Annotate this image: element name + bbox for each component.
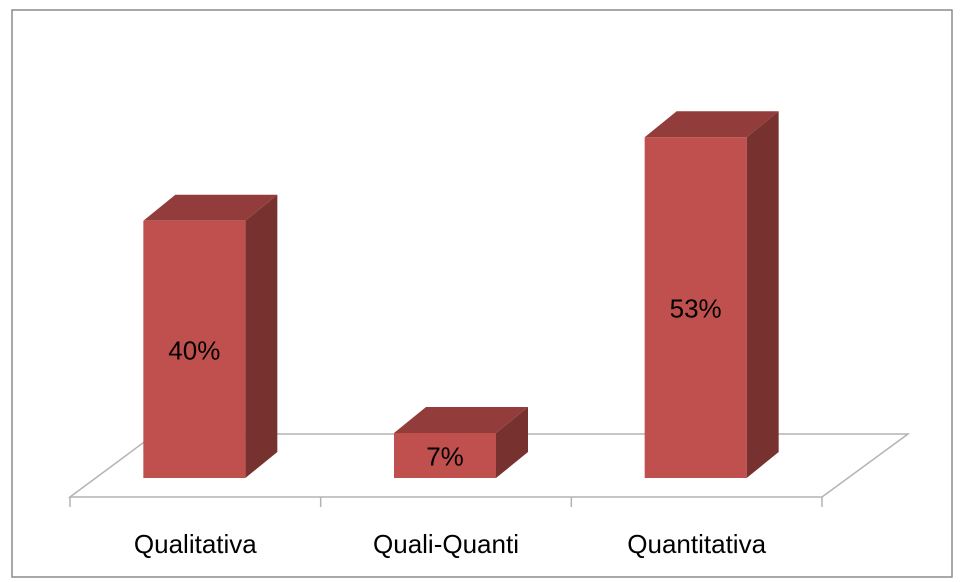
bar bbox=[644, 137, 747, 478]
x-tick-label: Qualitativa bbox=[134, 529, 257, 559]
bar-side bbox=[245, 194, 278, 479]
bar-top bbox=[394, 406, 528, 433]
data-label: 40% bbox=[168, 335, 220, 365]
bar bbox=[143, 220, 246, 479]
bar-top bbox=[644, 111, 779, 138]
x-tick-label: Quali-Quanti bbox=[373, 529, 519, 559]
data-label: 7% bbox=[426, 441, 464, 471]
data-label: 53% bbox=[670, 293, 722, 323]
x-tick-label: Quantitativa bbox=[627, 529, 766, 559]
bar bbox=[394, 432, 496, 478]
bar-top bbox=[143, 194, 278, 221]
bar-side bbox=[746, 111, 779, 479]
bar-side bbox=[496, 406, 528, 478]
